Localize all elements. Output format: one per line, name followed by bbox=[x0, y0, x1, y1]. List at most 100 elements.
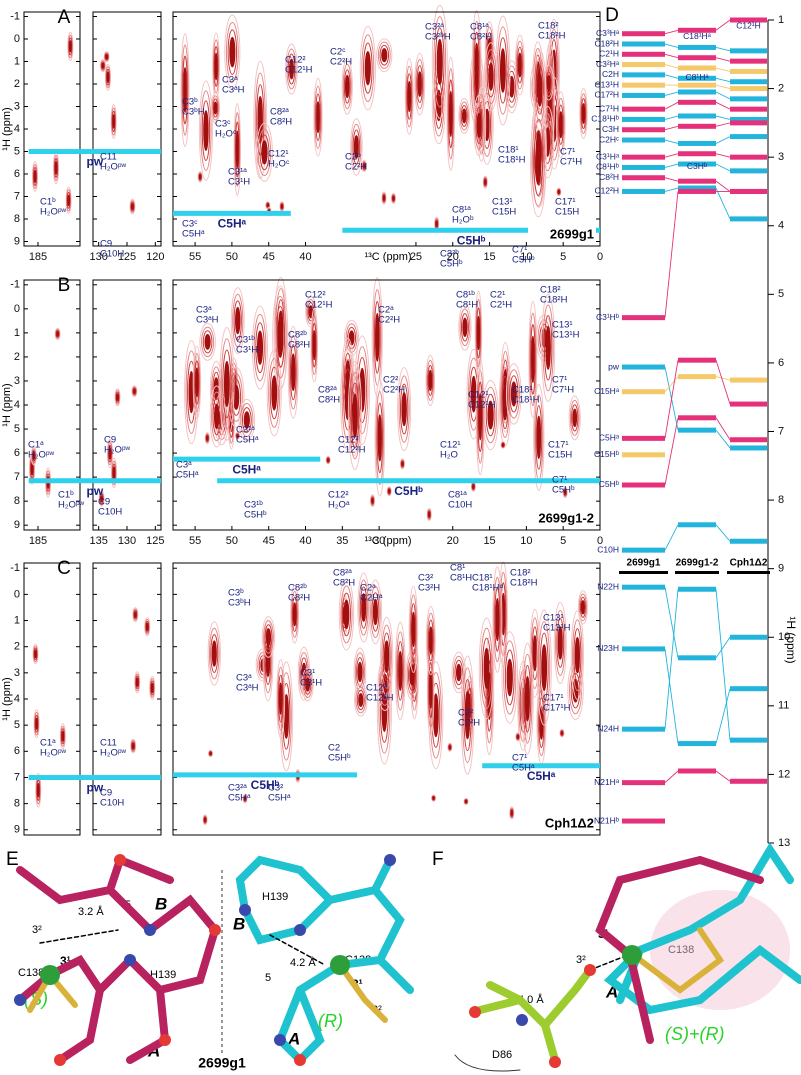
contour bbox=[546, 74, 551, 90]
x-tick-label: 20 bbox=[447, 535, 459, 547]
contour bbox=[106, 68, 110, 86]
peak-label: C2ᶜ bbox=[330, 47, 346, 58]
sample-name: 2699g1 bbox=[627, 558, 661, 569]
level-label: C3¹Hᵇ bbox=[596, 312, 619, 322]
y-tick-label: 8 bbox=[14, 495, 20, 507]
peak-label: C8²ᵃ bbox=[270, 107, 289, 118]
peak-label: C3ᵃ bbox=[222, 75, 238, 86]
contour bbox=[145, 622, 149, 631]
peak-label: C10H bbox=[100, 249, 124, 260]
x-axis-label: ¹³C (ppm) bbox=[364, 251, 411, 263]
connector bbox=[715, 180, 731, 192]
contour bbox=[130, 738, 137, 754]
contour bbox=[255, 322, 265, 374]
contour bbox=[209, 751, 212, 756]
peak-label: C2²H bbox=[458, 718, 480, 729]
contour bbox=[516, 734, 520, 739]
contour bbox=[572, 619, 583, 692]
peak-label: C18² bbox=[538, 21, 559, 32]
contour bbox=[395, 631, 405, 711]
contour bbox=[272, 285, 289, 389]
level-bar bbox=[622, 547, 665, 553]
peak-label: C3ᵇ bbox=[228, 588, 244, 599]
level-bar bbox=[622, 175, 665, 181]
peak-label: C9 bbox=[100, 239, 112, 250]
peak-label: C2¹ bbox=[490, 290, 505, 301]
contour bbox=[556, 91, 566, 159]
level-label: N21Hᵇ bbox=[594, 815, 619, 825]
level-bar bbox=[730, 48, 767, 54]
contour bbox=[289, 58, 294, 80]
peak-label: C3¹ᵇ bbox=[236, 335, 255, 346]
contour bbox=[394, 621, 406, 721]
contour bbox=[202, 330, 213, 354]
connector bbox=[664, 187, 679, 192]
peak-label: C2² bbox=[458, 708, 473, 719]
peak-label: C5Hᵃ bbox=[236, 435, 259, 446]
peak-label: C12² bbox=[285, 55, 306, 66]
level-label: C10H bbox=[597, 544, 619, 554]
contour bbox=[229, 36, 236, 68]
connector bbox=[664, 101, 679, 110]
y-tick-label: 1 bbox=[14, 55, 20, 67]
contour bbox=[429, 670, 433, 709]
peak-label: C3ᵇH bbox=[228, 598, 251, 609]
peak-label: H₂Oᵖʷ bbox=[104, 445, 131, 456]
connector bbox=[715, 77, 731, 83]
contour bbox=[580, 98, 587, 129]
contour bbox=[476, 315, 481, 351]
y-axis-label: ¹H (ppm) bbox=[1, 107, 13, 150]
contour bbox=[287, 325, 299, 419]
x-axis-label: ¹³C (ppm) bbox=[364, 535, 411, 547]
peak-label: C8²H bbox=[318, 395, 340, 406]
connector bbox=[715, 115, 731, 120]
x-tick-label: 25 bbox=[410, 251, 422, 263]
level-bar bbox=[730, 79, 767, 85]
level-bar bbox=[622, 482, 665, 488]
peak-label: H₂Oᶜ bbox=[268, 159, 290, 170]
sample-underline bbox=[675, 571, 719, 574]
contour bbox=[448, 90, 453, 137]
level-bar bbox=[730, 538, 767, 544]
connector bbox=[715, 84, 731, 90]
contour bbox=[291, 596, 298, 633]
contour bbox=[514, 34, 525, 96]
contour bbox=[132, 607, 139, 623]
reference-label: C5Hᵇ bbox=[251, 778, 280, 792]
level-bar bbox=[678, 178, 716, 184]
peak-label: C3ᵃH bbox=[236, 683, 259, 694]
contour bbox=[537, 73, 543, 107]
contour bbox=[132, 387, 137, 395]
structure-label: D86 bbox=[492, 1049, 512, 1061]
level-bar bbox=[730, 737, 767, 743]
contour bbox=[501, 443, 505, 447]
contour bbox=[372, 598, 379, 626]
contour bbox=[361, 34, 375, 103]
level-bar bbox=[730, 120, 767, 126]
contour bbox=[570, 610, 585, 700]
x-tick-label: 15 bbox=[483, 251, 495, 263]
structure-label: H139 bbox=[150, 969, 176, 981]
contour bbox=[357, 357, 367, 424]
peak-label: C5Hᵃ bbox=[512, 763, 535, 774]
contour bbox=[398, 375, 410, 443]
contour bbox=[453, 655, 465, 690]
contour bbox=[298, 652, 309, 696]
x-tick-label: 40 bbox=[299, 535, 311, 547]
peak-label: C7¹ bbox=[560, 147, 575, 158]
level-bar bbox=[622, 116, 665, 122]
contour bbox=[350, 382, 360, 449]
contour bbox=[475, 299, 482, 368]
level-bar bbox=[622, 82, 665, 88]
connector bbox=[664, 139, 679, 144]
contour bbox=[206, 435, 209, 441]
x-tick-label: 120 bbox=[146, 251, 164, 263]
level-bar bbox=[678, 99, 716, 105]
y-tick-label: 5 bbox=[778, 288, 784, 300]
contour bbox=[110, 457, 117, 489]
contour bbox=[494, 587, 501, 652]
x-tick-label: 185 bbox=[29, 535, 47, 547]
peak-label: C18¹ bbox=[472, 573, 493, 584]
contour bbox=[372, 289, 382, 386]
peak-label: C17¹ bbox=[555, 197, 576, 208]
